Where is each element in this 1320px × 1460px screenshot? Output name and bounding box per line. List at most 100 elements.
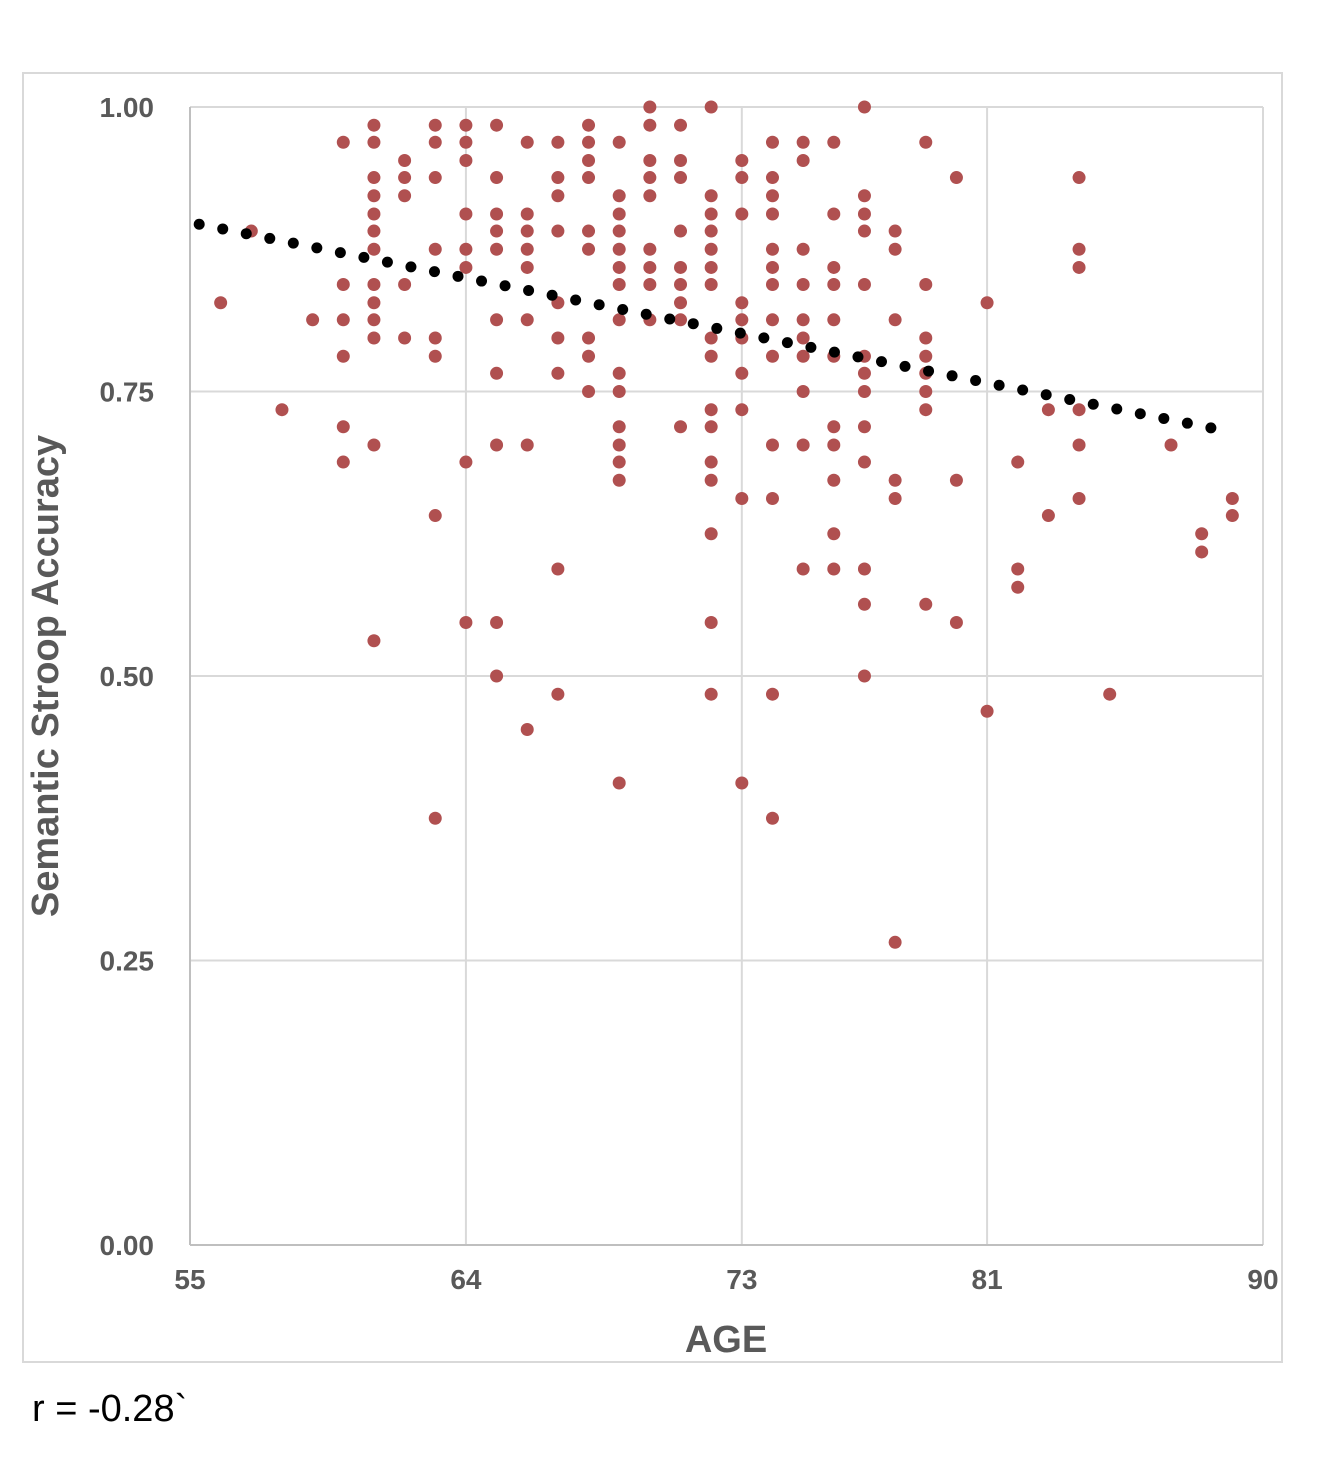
data-point <box>398 189 412 203</box>
data-point <box>827 562 841 576</box>
data-point <box>674 153 688 167</box>
data-point <box>704 420 718 434</box>
data-point <box>490 224 504 238</box>
data-point <box>643 278 657 292</box>
trendline-dot <box>946 370 958 382</box>
data-point <box>827 438 841 452</box>
data-point <box>490 118 504 132</box>
trendline-dot <box>875 356 887 368</box>
data-point <box>643 153 657 167</box>
data-point <box>857 562 871 576</box>
data-point <box>857 420 871 434</box>
data-point <box>336 349 350 363</box>
data-point <box>765 811 779 825</box>
chart-area <box>22 72 1283 1363</box>
data-point <box>612 438 626 452</box>
x-tick-label: 90 <box>1247 1264 1278 1295</box>
y-tick-label: 0.75 <box>100 377 155 408</box>
data-point <box>827 207 841 221</box>
data-point <box>919 278 933 292</box>
data-point <box>336 278 350 292</box>
data-point <box>336 455 350 469</box>
data-point <box>857 224 871 238</box>
data-point <box>827 260 841 274</box>
data-point <box>551 331 565 345</box>
data-point <box>1072 491 1086 505</box>
data-point <box>765 189 779 203</box>
data-point <box>704 403 718 417</box>
trendline-dot <box>476 275 488 287</box>
trendline-dot <box>193 218 205 230</box>
data-point <box>827 473 841 487</box>
data-point <box>582 242 596 256</box>
data-point <box>857 278 871 292</box>
trendline-dot <box>287 237 299 249</box>
trendline-dot <box>381 256 393 268</box>
data-point <box>612 224 626 238</box>
data-point <box>490 438 504 452</box>
data-point <box>367 189 381 203</box>
trendline-dot <box>217 223 229 235</box>
data-point <box>643 100 657 114</box>
data-point <box>612 135 626 149</box>
data-point <box>674 296 688 310</box>
data-point <box>582 153 596 167</box>
data-point <box>275 403 289 417</box>
data-point <box>551 366 565 380</box>
x-tick-label: 64 <box>450 1264 482 1295</box>
data-point <box>612 260 626 274</box>
data-point <box>520 135 534 149</box>
data-point <box>796 135 810 149</box>
data-point <box>428 242 442 256</box>
data-point <box>1164 438 1178 452</box>
data-point <box>520 224 534 238</box>
trendline-dot <box>993 379 1005 391</box>
data-point <box>796 313 810 327</box>
data-point <box>827 313 841 327</box>
trendline-dot <box>664 313 676 325</box>
data-point <box>612 366 626 380</box>
trendline-dot <box>1111 403 1123 415</box>
data-point <box>888 224 902 238</box>
data-point <box>367 278 381 292</box>
data-point <box>520 313 534 327</box>
data-point <box>919 403 933 417</box>
trendline-dot <box>1134 408 1146 420</box>
trendline-dot <box>570 294 582 306</box>
trendline-dot <box>593 299 605 311</box>
data-point <box>643 189 657 203</box>
data-point <box>704 189 718 203</box>
data-point <box>643 242 657 256</box>
data-point <box>704 331 718 345</box>
data-point <box>612 242 626 256</box>
trendline-dot <box>1181 417 1193 429</box>
data-point <box>336 135 350 149</box>
data-point <box>459 118 473 132</box>
data-point <box>827 527 841 541</box>
trendline-dot <box>617 303 629 315</box>
data-point <box>459 153 473 167</box>
data-point <box>367 331 381 345</box>
data-point <box>551 562 565 576</box>
data-point <box>551 189 565 203</box>
data-point <box>490 313 504 327</box>
data-point <box>367 207 381 221</box>
x-tick-label: 55 <box>174 1264 205 1295</box>
trendline-dot <box>640 308 652 320</box>
data-point <box>428 349 442 363</box>
data-point <box>704 260 718 274</box>
y-tick-label: 0.00 <box>100 1230 155 1261</box>
y-tick-label: 0.50 <box>100 661 155 692</box>
data-point <box>643 171 657 185</box>
data-point <box>919 349 933 363</box>
data-point <box>459 207 473 221</box>
data-point <box>367 224 381 238</box>
data-point <box>1072 242 1086 256</box>
tick-labels: 0.00 0.25 0.50 0.75 1.00 55 64 73 81 90 <box>100 92 1279 1295</box>
data-point <box>796 278 810 292</box>
data-point <box>1011 580 1025 594</box>
data-point <box>306 313 320 327</box>
data-point <box>520 260 534 274</box>
data-point <box>1195 545 1209 559</box>
